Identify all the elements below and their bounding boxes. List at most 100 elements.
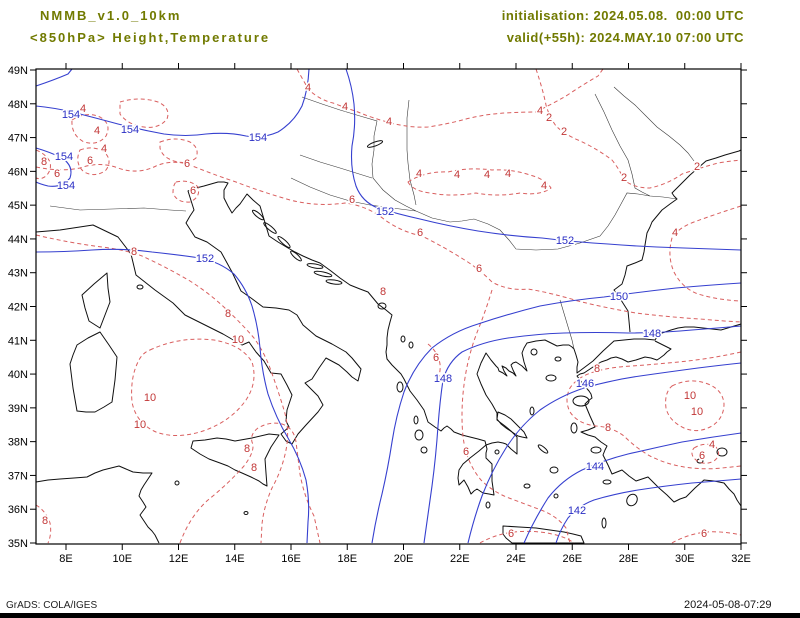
coastline-path <box>496 411 528 439</box>
island-outline <box>277 235 291 249</box>
coastline-path <box>502 525 585 544</box>
temp-contour-label: 4 <box>94 125 100 137</box>
height-contour-label: 148 <box>434 373 452 385</box>
temperature-contour-line <box>479 530 575 544</box>
temp-contour-label: 6 <box>349 194 355 206</box>
river-path <box>301 96 678 251</box>
temp-contour-label: 8 <box>605 422 611 434</box>
lon-axis-label: 14E <box>225 553 245 565</box>
height-contour-line <box>35 248 310 544</box>
height-contour-line <box>467 362 742 544</box>
window-border-bottom <box>0 613 800 618</box>
lon-axis-label: 26E <box>562 553 582 565</box>
lat-axis-label: 44N <box>8 234 28 246</box>
island-outline <box>136 284 144 290</box>
river-path <box>290 177 417 212</box>
temp-contour-label: 6 <box>184 158 190 170</box>
lat-axis-label: 40N <box>8 369 28 381</box>
lon-axis-label: 12E <box>169 553 189 565</box>
island-outline <box>602 479 612 485</box>
island-outline <box>313 270 333 278</box>
island-outline <box>414 429 424 441</box>
lat-axis-label: 35N <box>8 538 28 550</box>
temp-contour-label: 4 <box>416 168 422 180</box>
grads-credit: GrADS: COLA/IGES <box>6 600 98 611</box>
temperature-contour-line <box>35 149 51 180</box>
temp-contour-label: 8 <box>131 246 137 258</box>
height-contour-label: 152 <box>196 253 214 265</box>
lat-axis-label: 37N <box>8 470 28 482</box>
island-outline <box>530 348 538 356</box>
height-contour-label: 154 <box>57 180 75 192</box>
temperature-contour-line <box>671 531 742 544</box>
temperature-contour-line <box>535 68 742 189</box>
model-title: NMMB_v1.0_10km <box>40 8 182 23</box>
temp-contour-label: 6 <box>87 155 93 167</box>
contour-label-layer: 49N 48N 47N 46N 45N 44N 43N 42N 41N 40N 39N 38N 37N 3… <box>8 65 751 565</box>
island-outline <box>408 341 414 349</box>
height-contour-line <box>35 147 72 187</box>
coastline-path <box>81 272 111 329</box>
island-outline <box>523 483 531 489</box>
height-contour-label: 146 <box>576 378 594 390</box>
height-contour-label: 154 <box>249 132 267 144</box>
island-outline <box>554 356 562 362</box>
temp-contour-label: 2 <box>546 112 552 124</box>
temp-contour-label: 6 <box>508 528 514 540</box>
height-contour-label: 154 <box>62 109 80 121</box>
temp-contour-label: 4 <box>672 227 678 239</box>
island-outline <box>590 446 602 454</box>
temperature-contour-line <box>566 351 742 470</box>
lon-axis-label: 30E <box>675 553 695 565</box>
temp-contour-label: 4 <box>342 101 348 113</box>
island-outline <box>366 140 384 148</box>
height-contour-label: 154 <box>55 151 73 163</box>
island-outline <box>553 493 559 499</box>
temperature-contour-layer <box>35 68 742 544</box>
island-outline <box>545 374 557 382</box>
lat-axis-label: 41N <box>8 335 28 347</box>
temperature-contour-line <box>172 180 200 203</box>
render-timestamp: 2024-05-08-07:29 <box>684 599 772 611</box>
height-contour-label: 152 <box>556 235 574 247</box>
temp-contour-label: 10 <box>144 392 156 404</box>
temp-contour-label: 6 <box>463 446 469 458</box>
temp-contour-label: 4 <box>537 105 543 117</box>
lat-axis-label: 46N <box>8 166 28 178</box>
tick-layer <box>30 63 747 550</box>
temp-contour-label: 6 <box>699 450 705 462</box>
height-contour-line <box>555 478 742 544</box>
temp-contour-label: 10 <box>691 406 703 418</box>
temp-contour-label: 8 <box>41 156 47 168</box>
lon-axis-label: 24E <box>506 553 526 565</box>
coastline-path <box>190 433 280 487</box>
temp-contour-label: 8 <box>380 286 386 298</box>
island-outline <box>570 422 578 434</box>
temperature-contour-line <box>427 343 441 383</box>
height-contour-line <box>523 432 742 544</box>
island-outline <box>243 511 249 515</box>
island-outline <box>420 446 428 454</box>
island-outline <box>251 209 265 221</box>
temperature-contour-line <box>71 114 109 144</box>
temperature-contour-line <box>119 98 169 128</box>
height-contour-line <box>371 282 742 544</box>
island-outline <box>485 501 491 509</box>
lat-axis-label: 39N <box>8 403 28 415</box>
temperature-contour-line <box>35 234 289 544</box>
lat-axis-label: 36N <box>8 504 28 516</box>
temp-contour-label: 8 <box>225 308 231 320</box>
temperature-contour-line <box>407 168 552 196</box>
river-path <box>299 154 373 179</box>
temperature-contour-line <box>665 380 725 432</box>
coastline-path <box>35 181 742 496</box>
temp-contour-label: 10 <box>134 419 146 431</box>
height-contour-label: 144 <box>586 461 604 473</box>
temp-contour-label: 4 <box>386 116 392 128</box>
island-outline <box>400 335 406 343</box>
island-layer <box>136 140 728 529</box>
temperature-contour-line <box>461 289 571 544</box>
temp-contour-label: 8 <box>251 462 257 474</box>
temp-contour-label: 2 <box>561 126 567 138</box>
